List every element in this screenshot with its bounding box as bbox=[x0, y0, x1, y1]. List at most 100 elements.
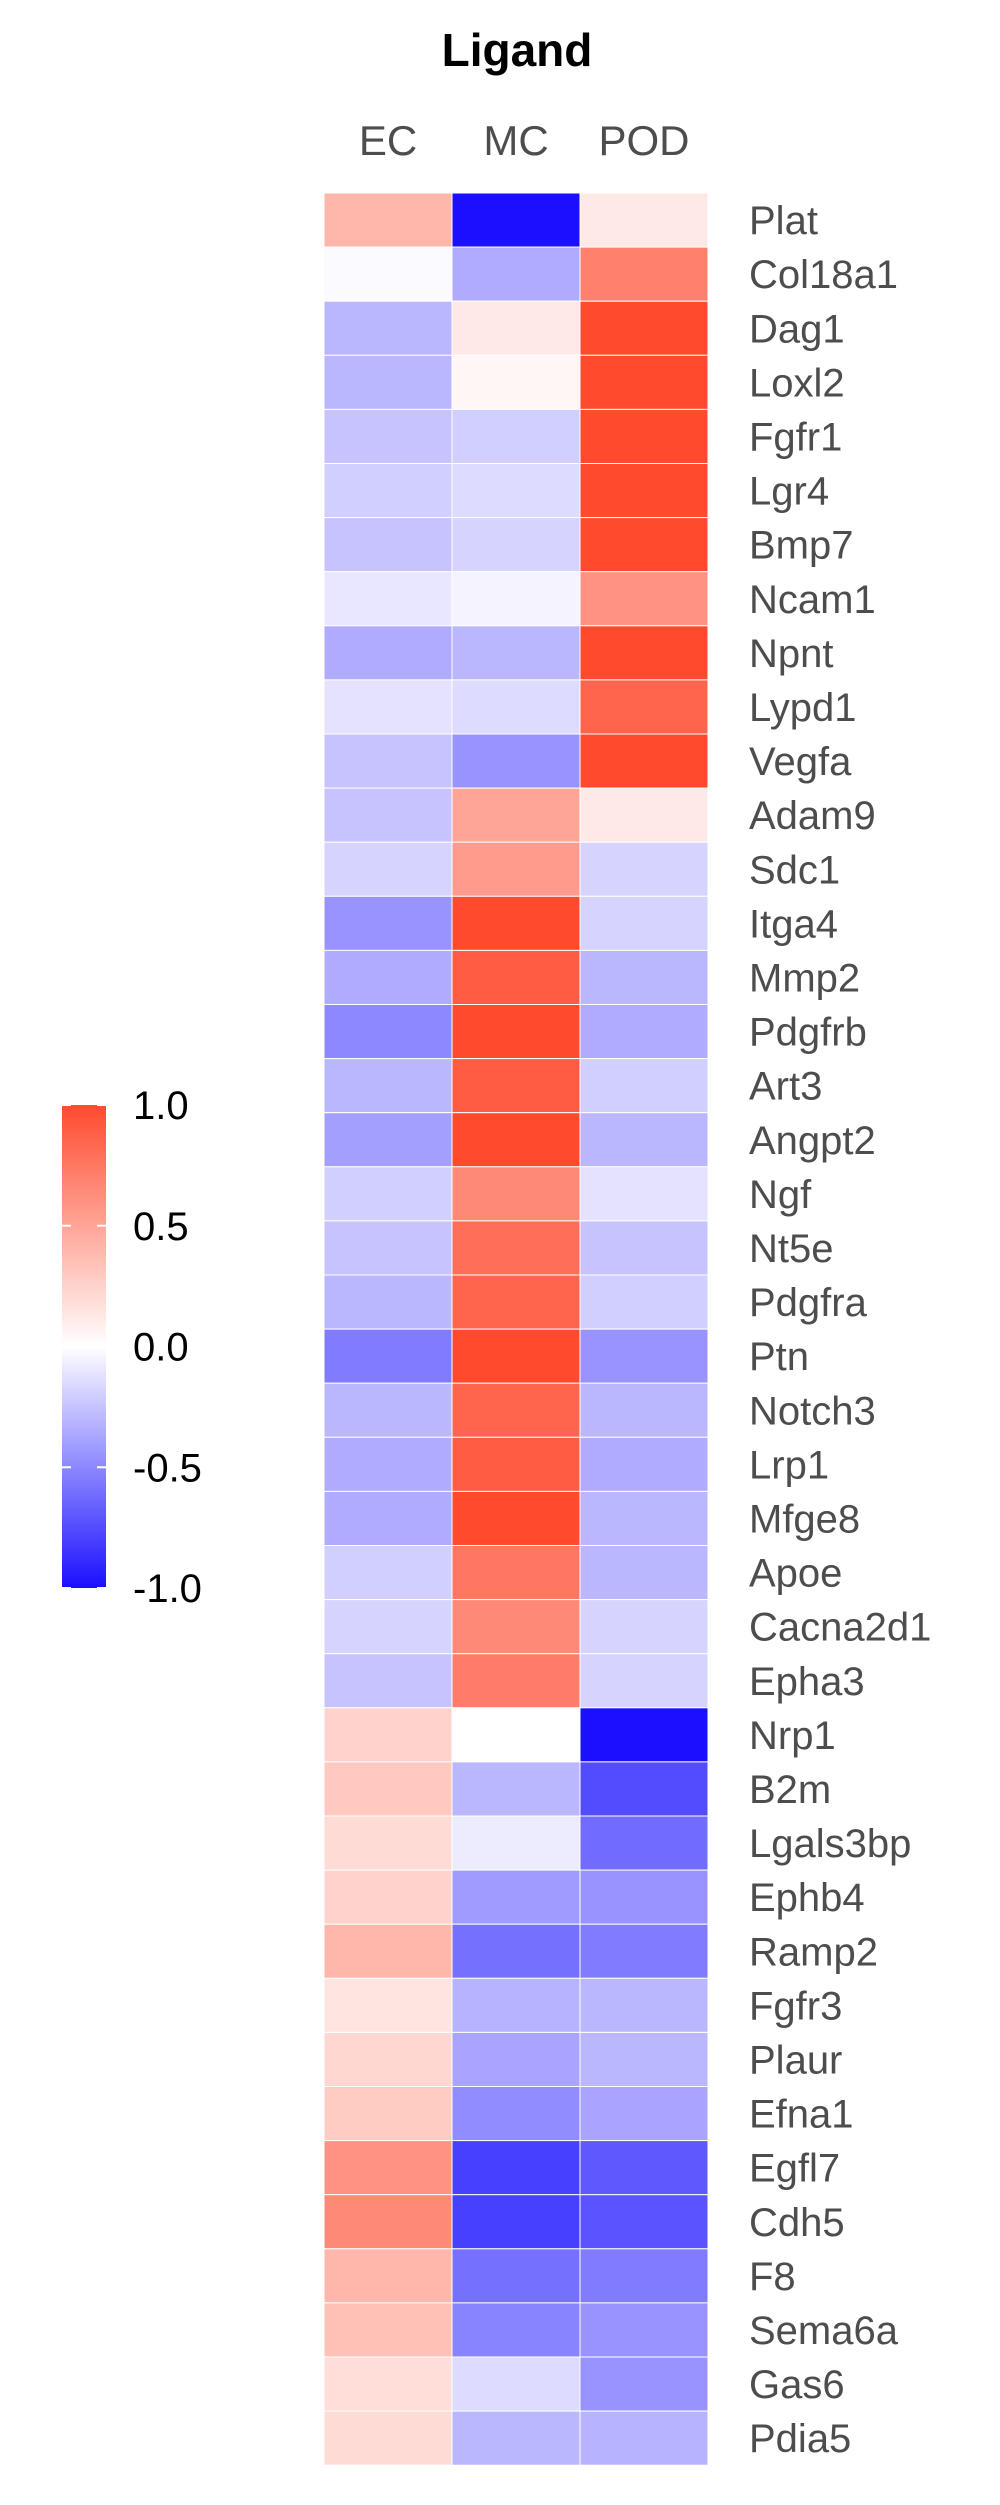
heatmap-cell bbox=[323, 2356, 453, 2412]
heatmap-cell bbox=[451, 1382, 581, 1438]
heatmap-cell bbox=[451, 2356, 581, 2412]
heatmap-cell bbox=[323, 1545, 453, 1601]
row-label: Fgfr3 bbox=[749, 1984, 842, 2028]
row-label: Ncam1 bbox=[749, 578, 876, 622]
row-label: Plat bbox=[749, 199, 818, 243]
row-label: Plaur bbox=[749, 2038, 842, 2082]
heatmap-cell bbox=[579, 2410, 709, 2466]
heatmap-cell bbox=[451, 1977, 581, 2033]
heatmap-cell bbox=[451, 2248, 581, 2304]
row-label: B2m bbox=[749, 1768, 831, 1812]
row-label: Nrp1 bbox=[749, 1714, 836, 1758]
heatmap-cell bbox=[323, 949, 453, 1006]
heatmap-cell bbox=[323, 2086, 453, 2142]
colorbar-tick-label: -0.5 bbox=[133, 1446, 202, 1490]
chart-title: Ligand bbox=[442, 24, 593, 76]
row-label: Lrp1 bbox=[749, 1443, 829, 1487]
heatmap-cell bbox=[451, 192, 581, 248]
row-label: Mmp2 bbox=[749, 956, 860, 1000]
heatmap-cell bbox=[451, 463, 581, 519]
heatmap-cell bbox=[451, 2140, 581, 2196]
heatmap-cell bbox=[451, 1599, 581, 1655]
heatmap-cell bbox=[579, 2302, 709, 2358]
row-label: Cdh5 bbox=[749, 2201, 845, 2245]
heatmap-cell bbox=[451, 2302, 581, 2358]
heatmap-cell bbox=[579, 571, 709, 627]
heatmap-cell bbox=[451, 1220, 581, 1276]
heatmap-cell bbox=[323, 1761, 453, 1817]
heatmap-cell bbox=[323, 1274, 453, 1330]
heatmap-cell bbox=[451, 1112, 581, 1168]
heatmap-cell bbox=[451, 949, 581, 1006]
heatmap-cell bbox=[451, 1761, 581, 1817]
heatmap-cell bbox=[323, 300, 453, 356]
colorbar-tick-label: -1.0 bbox=[133, 1567, 202, 1611]
heatmap-cell bbox=[451, 517, 581, 573]
heatmap-cell bbox=[323, 246, 453, 302]
heatmap-cell bbox=[323, 354, 453, 410]
heatmap-cell bbox=[579, 1977, 709, 2033]
heatmap-cell bbox=[579, 300, 709, 356]
heatmap-cell bbox=[579, 1058, 709, 1114]
heatmap-cell bbox=[579, 1707, 709, 1763]
row-label: Epha3 bbox=[749, 1660, 865, 1704]
heatmap-cell bbox=[579, 1545, 709, 1601]
heatmap-cell bbox=[323, 192, 453, 248]
heatmap-cell bbox=[579, 1869, 709, 1925]
heatmap-cell bbox=[579, 1815, 709, 1871]
heatmap-cell bbox=[323, 463, 453, 519]
heatmap-cell bbox=[323, 1382, 453, 1438]
heatmap-cell bbox=[323, 408, 453, 464]
heatmap-cell bbox=[323, 1707, 453, 1763]
heatmap-cell bbox=[451, 1058, 581, 1114]
row-label: Vegfa bbox=[749, 740, 852, 784]
heatmap-cell bbox=[451, 679, 581, 735]
heatmap-cell bbox=[451, 2031, 581, 2088]
heatmap-cell bbox=[579, 1490, 709, 1547]
row-label: Art3 bbox=[749, 1065, 822, 1109]
row-label: Notch3 bbox=[749, 1389, 876, 1433]
heatmap-cell bbox=[323, 679, 453, 735]
heatmap-cell bbox=[579, 1923, 709, 1979]
row-label: Angpt2 bbox=[749, 1119, 876, 1163]
heatmap-cell bbox=[323, 1490, 453, 1547]
heatmap-cell bbox=[579, 1653, 709, 1709]
heatmap-cell bbox=[579, 787, 709, 843]
heatmap-cell bbox=[451, 1328, 581, 1384]
heatmap-cell bbox=[451, 1923, 581, 1979]
heatmap-cell bbox=[323, 1436, 453, 1492]
heatmap-cell bbox=[579, 463, 709, 519]
heatmap-cell bbox=[323, 841, 453, 897]
heatmap-cell bbox=[579, 1274, 709, 1330]
row-label: Loxl2 bbox=[749, 361, 845, 405]
heatmap-cell bbox=[579, 1599, 709, 1655]
row-label: Egfl7 bbox=[749, 2147, 840, 2191]
heatmap-cell bbox=[451, 1004, 581, 1060]
row-label: Adam9 bbox=[749, 794, 876, 838]
heatmap-cell bbox=[451, 2410, 581, 2466]
heatmap-cell bbox=[579, 2140, 709, 2196]
row-labels: Plat Col18a1 Dag1 Loxl2 Fgfr1 Lgr4 Bmp7 Ncam1 Np… bbox=[749, 199, 931, 2461]
heatmap-cell bbox=[451, 571, 581, 627]
row-label: Lgr4 bbox=[749, 470, 829, 514]
row-label: Sdc1 bbox=[749, 848, 840, 892]
heatmap-cell bbox=[579, 733, 709, 789]
heatmap-cell bbox=[451, 1653, 581, 1709]
row-label: Bmp7 bbox=[749, 524, 854, 568]
row-label: Sema6a bbox=[749, 2309, 899, 2353]
heatmap-cell bbox=[579, 1004, 709, 1060]
heatmap-cells bbox=[323, 192, 709, 2466]
heatmap-cell bbox=[451, 1707, 581, 1763]
heatmap-cell bbox=[579, 1328, 709, 1384]
heatmap-cell bbox=[323, 1923, 453, 1979]
heatmap-cell bbox=[451, 1545, 581, 1601]
heatmap-cell bbox=[323, 2140, 453, 2196]
heatmap-cell bbox=[323, 1220, 453, 1276]
heatmap-cell bbox=[579, 2194, 709, 2250]
row-label: F8 bbox=[749, 2255, 796, 2299]
heatmap-cell bbox=[323, 787, 453, 843]
heatmap-cell bbox=[579, 1436, 709, 1492]
heatmap-cell bbox=[323, 2410, 453, 2466]
